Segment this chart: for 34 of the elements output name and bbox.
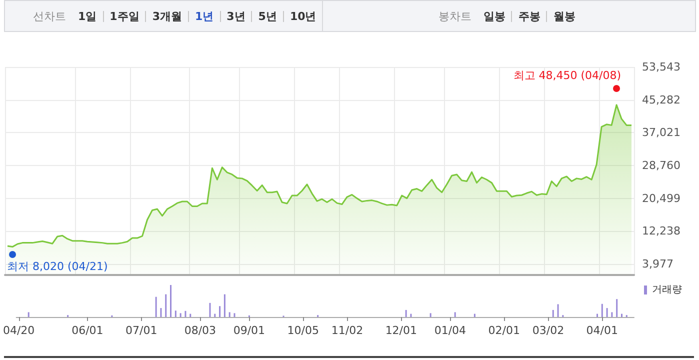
x-tick-label: 04/01 [586,324,618,337]
y-tick-label: 45,282 [642,93,680,106]
y-tick-label: 28,760 [642,158,680,172]
text: 1년 [188,10,220,22]
text: 1일 [77,10,98,22]
y-tick-label: 53,543 [642,60,680,74]
y-tick-label: 3,977 [642,257,674,270]
y-tick-label: 37,021 [642,126,680,140]
y-tick-label: 20,499 [642,192,680,205]
text: 주봉 [511,10,546,22]
x-tick-label: 07/01 [126,324,158,337]
x-tick-label: 10/05 [287,324,319,337]
x-tick-label: 12/01 [385,324,418,337]
text: 5년 [251,10,283,22]
text: 선차트 [33,8,66,24]
x-tick-label: 08/03 [184,324,216,337]
text: 1주일 [102,10,146,22]
text: 3년 [220,10,252,22]
text: 10년 [282,10,322,22]
text: 3개월 [145,10,188,22]
text: 일봉 [482,10,506,22]
text: 봉차트 [438,8,472,24]
x-tick-label: 11/02 [331,324,364,337]
annotation: 최저 8,020 (04/21) [6,258,108,274]
x-tick-label: 09/01 [233,324,266,337]
x-tick-label: 03/02 [532,324,564,337]
y-tick-label: 12,238 [642,224,680,238]
x-tick-label: 06/01 [72,324,104,337]
x-tick-label: 04/20 [2,324,35,337]
text: 월봉 [546,10,582,22]
x-tick-label: 01/04 [434,324,466,337]
annotation: 최고 48,450 (04/08) [513,68,622,83]
legend-label: 거래량 [652,284,682,296]
x-tick-label: 02/01 [488,324,520,337]
